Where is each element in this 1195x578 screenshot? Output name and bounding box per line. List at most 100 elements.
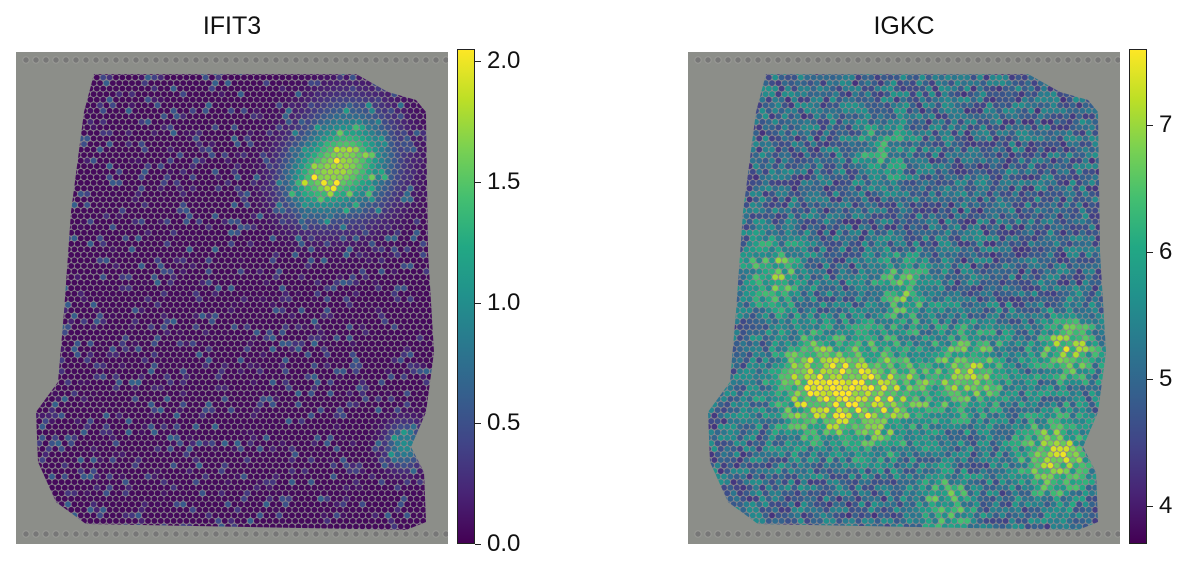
spot (362, 96, 369, 103)
spot (145, 152, 151, 158)
spot (263, 368, 270, 375)
spot (420, 285, 427, 292)
spot (401, 174, 407, 181)
spot (356, 429, 363, 436)
spot (321, 479, 327, 485)
spot (212, 324, 219, 330)
spot (292, 96, 299, 103)
spot (212, 224, 219, 231)
spot (202, 307, 209, 314)
spot (81, 285, 87, 292)
spot (381, 141, 388, 147)
spot (285, 252, 292, 258)
spot (193, 246, 199, 253)
spot (45, 91, 52, 98)
spot (199, 357, 206, 364)
spot (340, 479, 347, 485)
spot (209, 451, 215, 458)
spot (151, 473, 158, 480)
spot (388, 152, 395, 158)
spot (378, 501, 385, 508)
spot (260, 229, 267, 236)
spot (381, 252, 388, 258)
spot (119, 418, 126, 425)
spot (157, 329, 164, 336)
spot (205, 501, 212, 508)
spot (394, 207, 401, 214)
spot (193, 191, 199, 197)
spot (52, 157, 59, 164)
spot (141, 202, 148, 208)
spot (90, 490, 97, 497)
spot (145, 462, 151, 469)
spot (269, 246, 276, 253)
spot (122, 124, 129, 131)
spot (183, 429, 190, 436)
spot (209, 85, 215, 92)
spot (84, 235, 91, 242)
spot (321, 301, 327, 308)
spot (330, 285, 337, 292)
spot (157, 263, 164, 269)
spot (186, 468, 193, 474)
spot (65, 246, 71, 253)
spot (36, 152, 43, 158)
spot (413, 141, 420, 147)
spot (202, 240, 209, 247)
spot (45, 390, 52, 397)
spot (353, 157, 359, 164)
spot (301, 279, 308, 286)
spot (247, 418, 254, 425)
spot (161, 74, 167, 75)
spot (397, 74, 404, 75)
spot (298, 484, 305, 491)
spot (81, 495, 87, 502)
spot (401, 263, 407, 269)
spot (42, 285, 49, 292)
spot (205, 268, 212, 275)
spot (340, 102, 347, 109)
spot (154, 135, 161, 142)
spot (205, 113, 212, 120)
spot (209, 163, 215, 170)
spot (103, 102, 110, 109)
spot (36, 301, 39, 308)
spot (253, 396, 260, 402)
spot (308, 235, 315, 242)
spot (167, 246, 174, 253)
spot (426, 163, 433, 170)
spot (301, 357, 308, 364)
spot (202, 362, 209, 369)
spot (52, 257, 59, 264)
spot (68, 506, 75, 513)
spot (349, 462, 356, 469)
spot (420, 407, 427, 413)
spot (394, 440, 401, 447)
spot (36, 185, 43, 192)
spot (266, 119, 273, 125)
spot (343, 274, 350, 280)
spot (321, 146, 327, 153)
spot (391, 313, 398, 319)
spot (388, 340, 395, 347)
spot (113, 263, 119, 269)
spot (218, 390, 225, 397)
spot (77, 235, 84, 242)
spot (381, 163, 388, 170)
spot (273, 396, 279, 402)
spot (212, 113, 219, 120)
spot (381, 307, 388, 314)
spot (49, 130, 55, 136)
spot (154, 313, 161, 319)
spot (81, 152, 87, 158)
spot (103, 324, 110, 330)
spot (164, 307, 171, 314)
spot (84, 390, 91, 397)
spot (196, 329, 203, 336)
spot (273, 473, 279, 480)
spot (119, 185, 126, 192)
spot (257, 146, 263, 153)
spot (260, 340, 267, 347)
spot (167, 91, 174, 98)
spot (138, 418, 145, 425)
